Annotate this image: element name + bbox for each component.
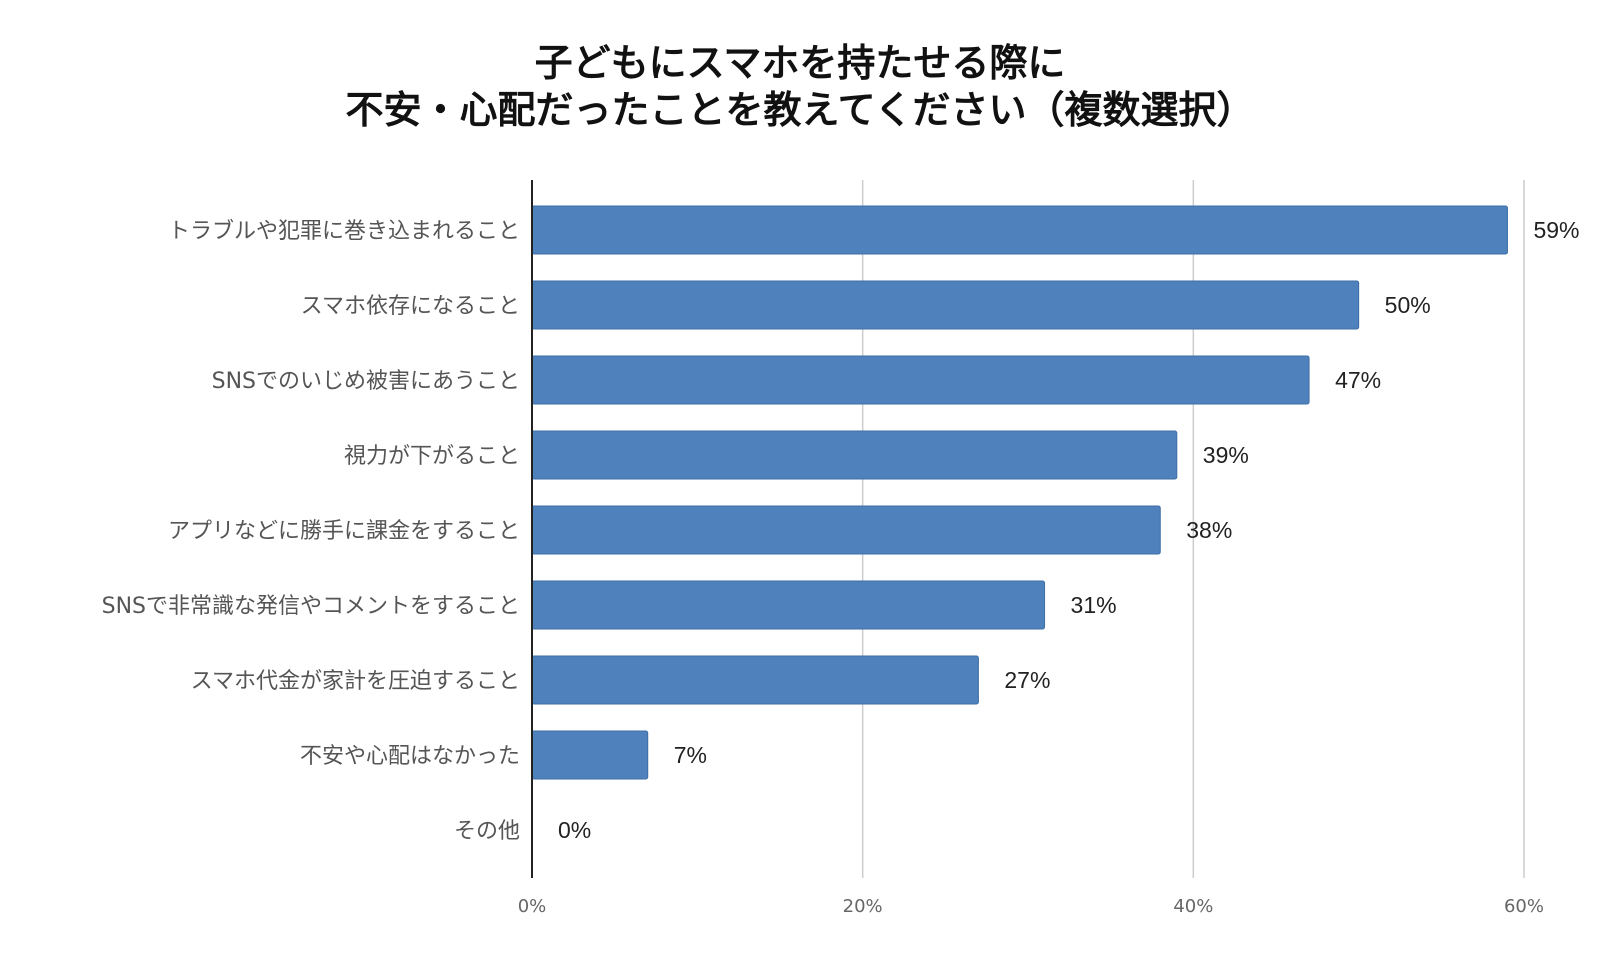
- bar: [531, 205, 1508, 255]
- data-label: 39%: [1203, 442, 1249, 468]
- data-label: 47%: [1335, 367, 1381, 393]
- category-label: SNSでのいじめ被害にあうこと: [212, 369, 520, 394]
- data-label: 0%: [558, 817, 591, 843]
- x-tick-label: 0%: [518, 896, 547, 917]
- category-label: アプリなどに勝手に課金をすること: [168, 519, 520, 544]
- x-tick-label: 20%: [843, 896, 883, 917]
- chart-title: 子どもにスマホを持たせる際に 不安・心配だったことを教えてください（複数選択）: [0, 40, 1600, 134]
- bar: [531, 505, 1161, 555]
- chart-title-line-1: 子どもにスマホを持たせる際に: [534, 41, 1066, 85]
- data-label: 38%: [1186, 517, 1232, 543]
- bar: [531, 355, 1310, 405]
- category-label: SNSで非常識な発信やコメントをすること: [102, 594, 520, 619]
- bar: [531, 430, 1178, 480]
- bar: [531, 730, 649, 780]
- bar: [531, 580, 1046, 630]
- labels: 0% 20% 40% 60% トラブルや犯罪に巻き込まれること 59% スマホ依存になること…: [102, 217, 1580, 917]
- data-label: 7%: [674, 742, 707, 768]
- category-label: その他: [454, 819, 520, 844]
- category-label: 視力が下がること: [344, 444, 520, 469]
- x-tick-label: 60%: [1504, 896, 1544, 917]
- data-label: 59%: [1533, 217, 1579, 243]
- bar: [531, 655, 979, 705]
- category-label: トラブルや犯罪に巻き込まれること: [168, 219, 520, 244]
- data-label: 50%: [1385, 292, 1431, 318]
- data-label: 27%: [1004, 667, 1050, 693]
- bars: [531, 205, 1508, 780]
- bar: [531, 280, 1360, 330]
- data-label: 31%: [1071, 592, 1117, 618]
- category-label: スマホ代金が家計を圧迫すること: [191, 669, 520, 694]
- chart-title-line-2: 不安・心配だったことを教えてください（複数選択）: [345, 88, 1255, 132]
- category-label: 不安や心配はなかった: [300, 744, 520, 769]
- category-label: スマホ依存になること: [301, 294, 520, 319]
- x-tick-label: 40%: [1173, 896, 1213, 917]
